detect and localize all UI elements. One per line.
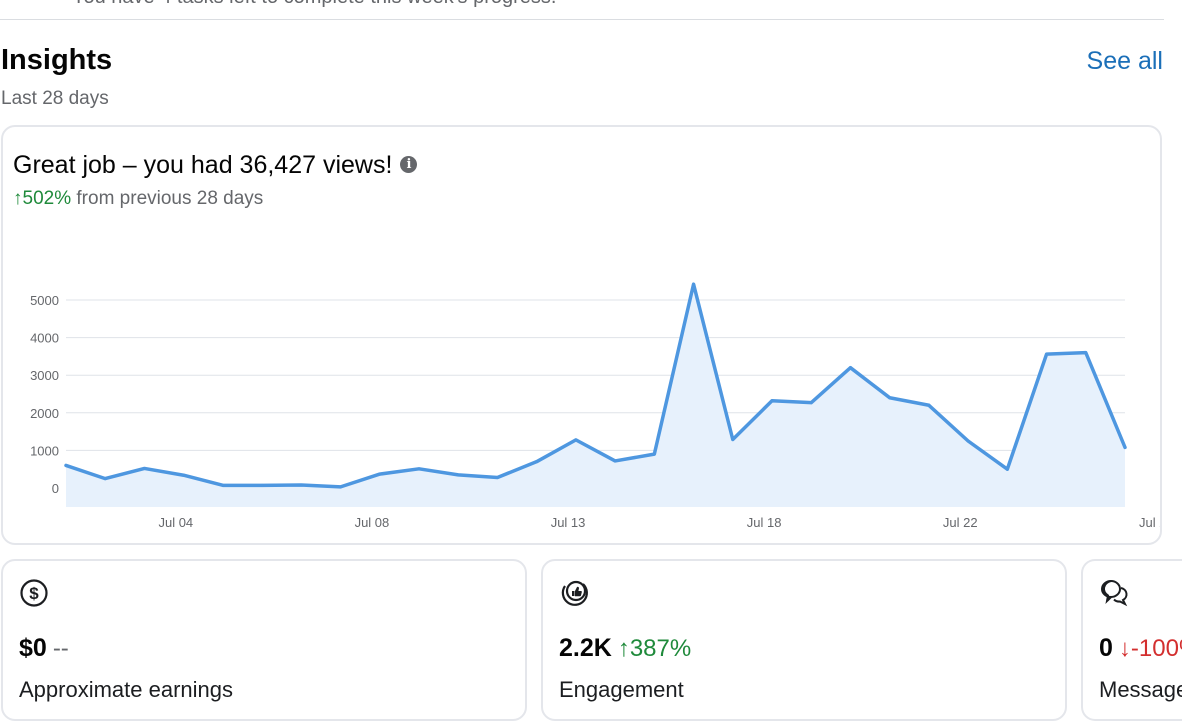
data-point — [692, 282, 696, 286]
data-point — [142, 466, 146, 470]
y-tick-label: 1000 — [30, 443, 59, 458]
earnings-amount: $0 — [19, 634, 47, 662]
earnings-value: $0 -- — [19, 634, 69, 663]
messages-icon — [1101, 580, 1128, 607]
data-point — [848, 366, 852, 370]
data-point — [1005, 467, 1009, 471]
messages-label: Messages — [1099, 677, 1182, 702]
x-tick-label: Jul 08 — [355, 515, 390, 530]
see-all-link[interactable]: See all — [1086, 47, 1163, 75]
data-point — [574, 438, 578, 442]
y-tick-label: 0 — [52, 481, 59, 496]
views-headline-text: Great job – you had 36,427 views! — [13, 151, 393, 179]
data-point — [613, 459, 617, 463]
data-point — [535, 460, 539, 464]
data-point — [64, 463, 68, 467]
tasks-progress-note: You have 4 tasks left to complete this w… — [72, 0, 556, 9]
views-chart-card: Great job – you had 36,427 views! i ↑502%… — [1, 125, 1162, 545]
engagement-icon — [561, 580, 588, 606]
data-point — [927, 403, 931, 407]
messages-change: ↓-100% — [1118, 635, 1182, 662]
dollar-icon: $ — [20, 579, 48, 607]
insights-period: Last 28 days — [1, 88, 109, 109]
x-tick-label: Jul 13 — [551, 515, 586, 530]
x-tick-label: Jul 18 — [747, 515, 782, 530]
views-headline: Great job – you had 36,427 views! i — [13, 151, 418, 180]
y-tick-label: 5000 — [30, 293, 59, 308]
data-point — [103, 477, 107, 481]
engagement-change: ↑387% — [617, 635, 692, 662]
data-point — [966, 439, 970, 443]
messages-amount: 0 — [1099, 634, 1113, 662]
x-tick-label: Jul 04 — [158, 515, 193, 530]
data-point — [339, 485, 343, 489]
messages-value: 0↓-100% — [1099, 634, 1182, 663]
views-area — [66, 284, 1125, 507]
y-tick-label: 2000 — [30, 406, 59, 421]
data-point — [809, 401, 813, 405]
data-point — [260, 483, 264, 487]
data-point — [221, 483, 225, 487]
stat-card-earnings[interactable]: $ $0 -- Approximate earnings — [1, 559, 527, 721]
engagement-amount: 2.2K — [559, 634, 612, 662]
data-point — [182, 473, 186, 477]
data-point — [417, 467, 421, 471]
x-tick-label: Jul 22 — [943, 515, 978, 530]
views-line-chart: 0 1000 2000 3000 4000 5000 Jul 04 Jul 08 Jul 13 J… — [30, 282, 1160, 530]
data-point — [299, 483, 303, 487]
svg-text:$: $ — [29, 584, 39, 603]
x-tick-label: Jul 27 — [1139, 515, 1160, 530]
section-divider — [0, 19, 1164, 20]
engagement-label: Engagement — [559, 677, 684, 702]
insights-title: Insights — [1, 44, 113, 76]
stat-card-messages[interactable]: 0↓-100% Messages — [1081, 559, 1182, 721]
data-point — [495, 475, 499, 479]
data-point — [770, 399, 774, 403]
earnings-change: -- — [52, 635, 69, 662]
data-point — [888, 396, 892, 400]
data-point — [1123, 445, 1127, 449]
engagement-value: 2.2K ↑387% — [559, 634, 691, 663]
views-change-line: ↑502% from previous 28 days — [13, 188, 263, 210]
views-change-value: 502% — [22, 188, 72, 209]
views-change-arrow: ↑ — [13, 188, 23, 209]
y-tick-label: 3000 — [30, 368, 59, 383]
views-change-text: from previous 28 days — [76, 188, 264, 209]
data-point — [378, 472, 382, 476]
info-icon[interactable]: i — [400, 155, 418, 173]
data-point — [456, 473, 460, 477]
data-point — [1045, 352, 1049, 356]
data-point — [731, 437, 735, 441]
y-tick-label: 4000 — [30, 331, 59, 346]
stat-card-engagement[interactable]: 2.2K ↑387% Engagement — [541, 559, 1067, 721]
data-point — [652, 452, 656, 456]
views-line — [64, 282, 1127, 489]
earnings-label: Approximate earnings — [19, 677, 234, 702]
data-point — [1084, 351, 1088, 355]
